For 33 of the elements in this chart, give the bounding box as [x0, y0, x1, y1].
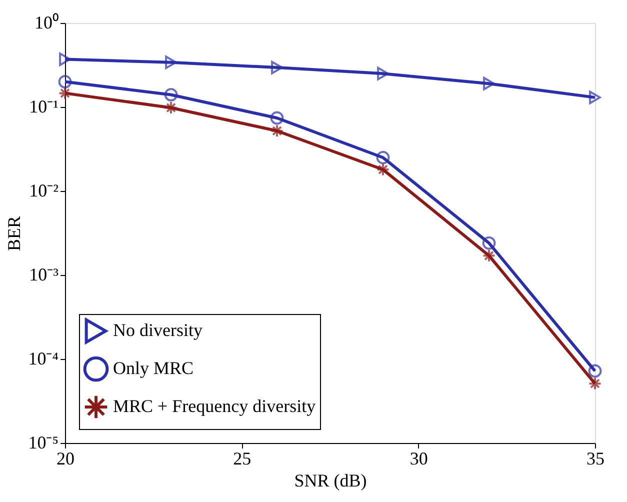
y-tick-label: 10⁻²	[29, 180, 58, 200]
point	[377, 66, 389, 80]
y-tick-label: 10⁻³	[29, 264, 60, 284]
point	[376, 150, 390, 164]
point	[483, 76, 495, 90]
point	[376, 162, 390, 176]
x-tick-label: 30	[410, 448, 428, 468]
point	[482, 236, 496, 250]
y-axis-title: BER	[4, 216, 24, 252]
y-tick-label: 10⁻⁴	[28, 348, 58, 368]
point	[164, 88, 178, 102]
y-tick-label: 10⁰	[34, 12, 58, 32]
point	[58, 75, 72, 88]
point	[164, 101, 178, 114]
point	[588, 376, 602, 390]
point	[58, 86, 72, 100]
x-tick-label: 25	[233, 448, 252, 468]
legend-label: MRC + Frequency diversity	[113, 396, 316, 416]
legend-label: No diversity	[113, 320, 202, 340]
legend-label: Only MRC	[113, 358, 194, 378]
point	[588, 364, 602, 378]
point	[589, 90, 601, 104]
point	[482, 248, 496, 262]
point	[270, 124, 284, 138]
point	[59, 52, 71, 66]
point	[165, 56, 177, 70]
point	[271, 60, 283, 74]
x-tick-label: 35	[586, 448, 604, 468]
x-axis-title: SNR (dB)	[294, 470, 367, 490]
x-tick-label: 20	[56, 448, 74, 468]
y-tick-label: 10⁻¹	[29, 96, 58, 116]
y-tick-label: 10⁻⁵	[28, 432, 58, 452]
point	[270, 111, 284, 125]
